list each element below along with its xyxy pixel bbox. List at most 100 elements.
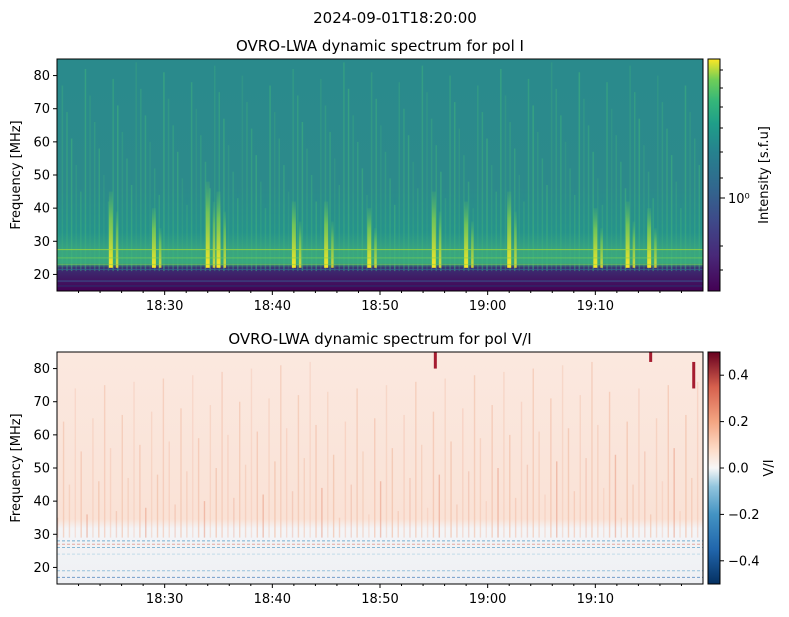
- bottom-streak: [168, 441, 170, 538]
- top-faint-streak: [624, 188, 627, 272]
- bottom-streak: [162, 378, 165, 538]
- bottom-streak: [233, 497, 235, 538]
- top-burst: [212, 201, 216, 268]
- top-faint-streak: [490, 165, 493, 272]
- bottom-streak: [145, 507, 147, 538]
- top-faint-streak: [435, 145, 437, 272]
- top-faint-streak: [306, 148, 308, 272]
- bottom-streak: [250, 368, 253, 538]
- top-faint-streak: [301, 121, 304, 272]
- top-faint-streak: [403, 108, 405, 272]
- bottom-streak: [685, 414, 687, 538]
- top-faint-streak: [606, 82, 608, 272]
- top-faint-streak: [569, 168, 571, 272]
- top-faint-streak: [693, 138, 696, 272]
- bottom-streak: [368, 514, 370, 538]
- top-faint-streak: [75, 165, 77, 272]
- bottom-streak: [438, 474, 441, 538]
- top-y-tick-label: 80: [33, 69, 50, 84]
- bottom-streak: [244, 464, 247, 538]
- top-burst: [108, 191, 113, 268]
- top-faint-streak: [620, 161, 622, 272]
- top-faint-streak: [638, 118, 641, 272]
- top-burst: [298, 221, 302, 268]
- top-faint-streak: [578, 72, 581, 272]
- top-faint-streak: [430, 118, 433, 272]
- bottom-streak: [291, 491, 294, 538]
- top-faint-streak: [366, 194, 368, 272]
- bottom-streak: [150, 411, 153, 538]
- bottom-streak: [262, 494, 264, 538]
- bottom-streak: [456, 504, 458, 538]
- bottom-y-axis: 20 30 40 50 60 70 80: [33, 362, 57, 576]
- top-colorbar: [707, 58, 721, 292]
- bottom-streak: [603, 487, 605, 538]
- top-faint-streak: [278, 138, 281, 272]
- top-faint-streak: [144, 115, 147, 272]
- bottom-streak: [567, 428, 570, 538]
- bottom-streak: [497, 468, 499, 538]
- top-x-axis: 18:30 18:40 18:50 19:00 19:10: [78, 291, 682, 314]
- bottom-y-axis-label: Frequency [MHz]: [9, 413, 24, 522]
- top-faint-streak: [57, 208, 59, 272]
- bottom-streak: [520, 401, 523, 538]
- bottom-streak: [632, 484, 634, 538]
- bottom-streak: [649, 514, 652, 538]
- top-faint-streak: [269, 85, 271, 272]
- top-faint-streak: [407, 135, 410, 272]
- top-faint-streak: [481, 112, 484, 272]
- top-burst: [593, 208, 598, 268]
- top-faint-streak: [149, 141, 151, 272]
- top-faint-streak: [84, 68, 87, 272]
- bottom-streak: [192, 375, 194, 538]
- bottom-streak: [215, 468, 217, 538]
- top-y-axis-label: Frequency [MHz]: [9, 120, 24, 229]
- bottom-streak: [109, 448, 112, 538]
- top-x-tick-label: 19:10: [577, 299, 614, 314]
- bottom-streak: [679, 511, 681, 538]
- top-burst: [507, 191, 512, 268]
- top-faint-streak: [610, 108, 613, 272]
- top-faint-streak: [255, 155, 257, 272]
- top-faint-streak: [61, 85, 64, 272]
- top-faint-streak: [486, 138, 488, 272]
- top-burst: [654, 228, 657, 268]
- top-faint-streak: [449, 75, 451, 272]
- bottom-streak: [315, 424, 317, 538]
- top-faint-streak: [213, 65, 216, 272]
- top-y-axis: 20 30 40 50 60 70 80: [33, 69, 57, 283]
- bot-y-tick-label: 80: [33, 362, 50, 377]
- top-faint-streak: [135, 62, 137, 272]
- top-faint-streak: [250, 128, 253, 272]
- bottom-streak: [68, 484, 71, 538]
- bottom-streak: [391, 448, 394, 538]
- top-faint-streak: [564, 141, 567, 272]
- bot-x-tick-label: 19:00: [469, 592, 506, 607]
- bottom-streak: [544, 494, 546, 538]
- bottom-streak: [274, 461, 276, 538]
- bottom-streak: [550, 398, 552, 538]
- bottom-streak: [227, 434, 229, 538]
- bot-x-tick-label: 18:30: [146, 592, 183, 607]
- top-faint-streak: [283, 165, 285, 272]
- top-faint-streak: [297, 95, 299, 272]
- bottom-streak: [667, 385, 669, 538]
- top-x-tick-label: 18:30: [146, 299, 183, 314]
- bottom-streak: [180, 408, 182, 538]
- top-burst: [514, 211, 517, 268]
- top-faint-streak: [273, 112, 276, 272]
- bottom-streak: [115, 511, 118, 538]
- bottom-streak: [57, 517, 59, 538]
- top-faint-streak: [643, 145, 645, 272]
- bottom-streak: [644, 451, 646, 538]
- bottom-panel-title: OVRO-LWA dynamic spectrum for pol V/I: [228, 330, 531, 348]
- top-panel-title: OVRO-LWA dynamic spectrum for pol I: [236, 37, 524, 55]
- bottom-streak: [532, 368, 534, 538]
- top-faint-streak: [260, 181, 262, 272]
- bottom-colorbar-tick-label: 0.2: [728, 415, 749, 430]
- figure-suptitle: 2024-09-01T18:20:00: [313, 9, 477, 27]
- top-burst: [471, 221, 474, 268]
- top-faint-streak: [140, 88, 142, 272]
- bot-y-tick-label: 70: [33, 395, 50, 410]
